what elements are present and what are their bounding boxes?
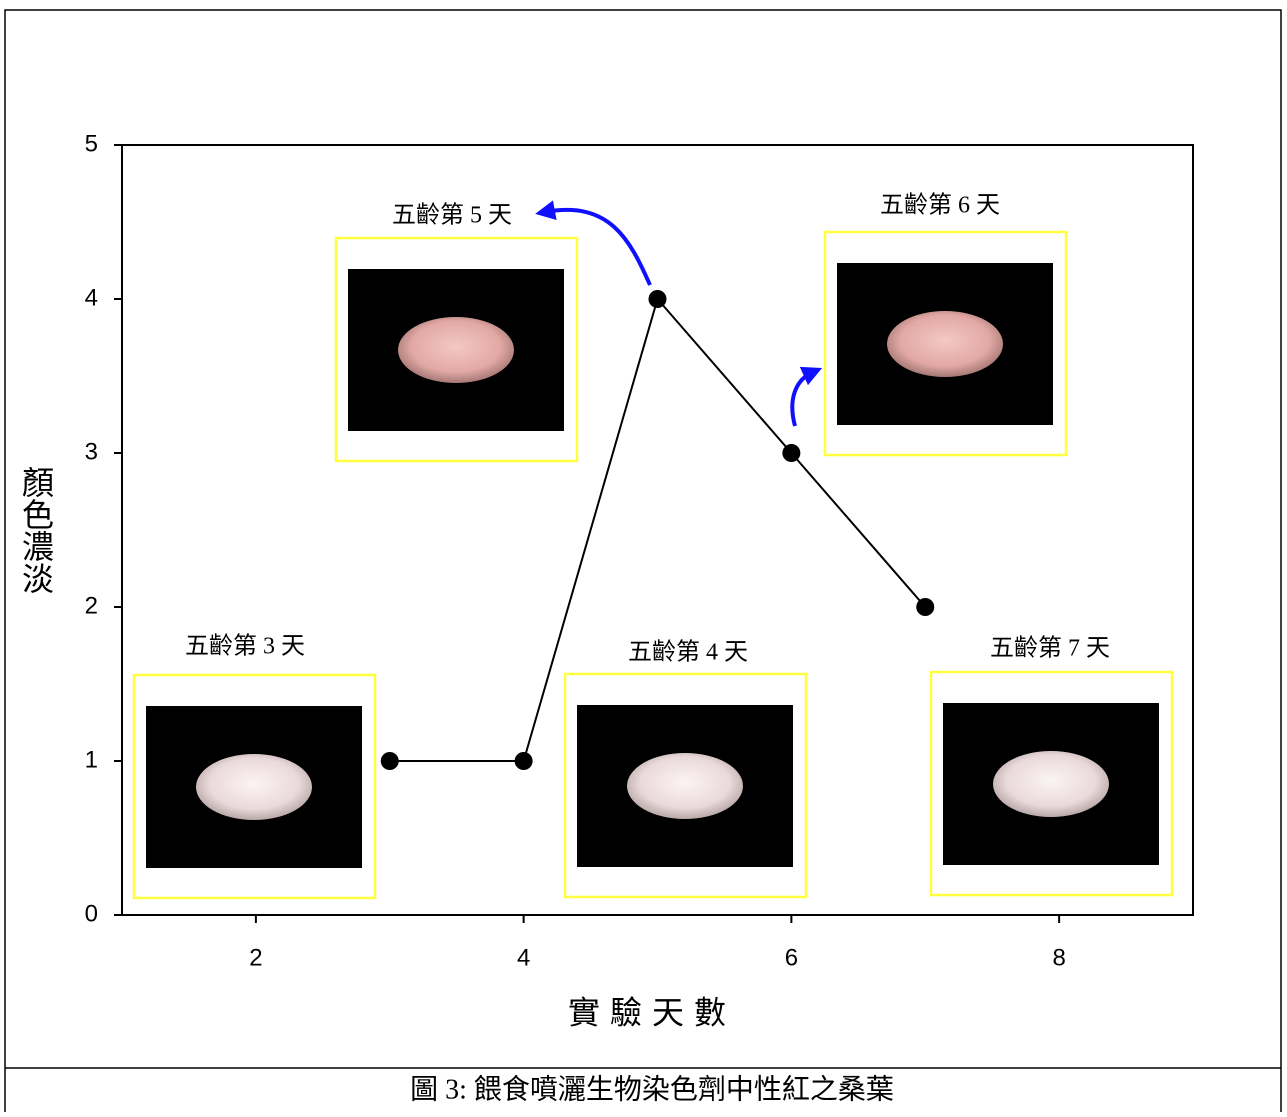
x-tick-label: 6 <box>785 944 798 971</box>
point <box>782 444 801 462</box>
annotation: 五齡第 6 天 <box>880 192 1000 219</box>
y-tick-label: 1 <box>85 746 98 773</box>
x-tick-label: 4 <box>517 944 530 971</box>
outer-frame <box>4 9 1282 1117</box>
arrow <box>535 200 652 286</box>
x-tick-label: 2 <box>249 944 262 971</box>
caption: 圖 3: 餵食噴灑生物染色劑中性紅之桑葉 <box>410 1073 894 1105</box>
annotation: 五齡第 5 天 <box>392 202 512 229</box>
point <box>380 752 399 770</box>
y-tick-label: 0 <box>85 900 98 927</box>
point <box>514 752 533 770</box>
annotation: 五齡第 3 天 <box>185 633 305 660</box>
point <box>648 290 667 308</box>
arrow <box>790 366 823 427</box>
y-tick-label: 4 <box>85 284 98 311</box>
x-tick-label: 8 <box>1052 944 1065 971</box>
annotation: 五齡第 7 天 <box>990 635 1110 662</box>
cocoon <box>993 751 1109 817</box>
y-tick-label: 5 <box>85 130 98 157</box>
cocoon <box>398 317 514 383</box>
annotation: 五齡第 4 天 <box>628 639 748 666</box>
cocoon <box>196 754 312 820</box>
cocoon <box>887 311 1003 377</box>
point <box>916 598 935 616</box>
x-axis-label: 實驗天數 <box>568 994 736 1030</box>
cocoon <box>627 753 743 819</box>
y-tick-label: 2 <box>85 592 98 619</box>
plot-frame <box>121 144 1194 916</box>
y-tick-label: 3 <box>85 438 98 465</box>
y-axis-label: 顏色濃淡 <box>18 466 54 594</box>
